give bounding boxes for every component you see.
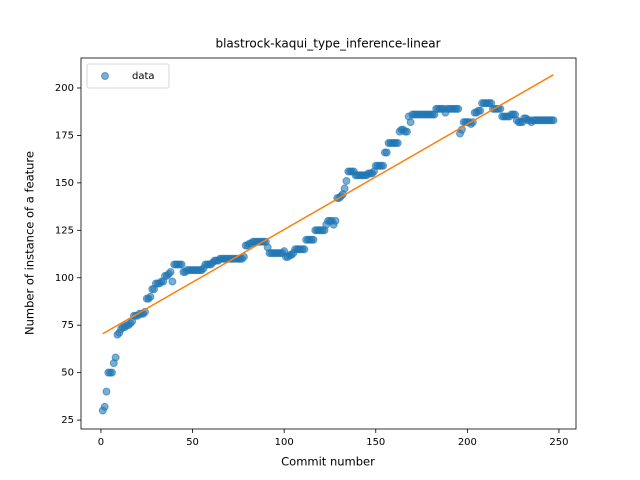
x-axis-label: Commit number [281, 455, 375, 469]
x-tick-label: 150 [366, 437, 385, 448]
data-point [549, 116, 558, 125]
legend-box [86, 63, 170, 89]
data-point [168, 277, 177, 286]
y-tick-label: 125 [55, 225, 74, 236]
data-point [402, 127, 411, 136]
data-point [177, 260, 186, 269]
data-point [331, 216, 340, 225]
plot-frame [80, 57, 577, 430]
data-point [102, 387, 111, 396]
data-point [309, 235, 318, 244]
data-point [406, 118, 415, 127]
x-tick-label: 200 [458, 437, 477, 448]
data-point [393, 139, 402, 148]
data-point [166, 268, 175, 277]
data-point [111, 353, 120, 362]
legend-label: data [132, 71, 155, 82]
y-tick-label: 75 [61, 320, 74, 331]
data-point [454, 104, 463, 113]
y-tick-label: 100 [55, 273, 74, 284]
fit-line [102, 74, 554, 335]
data-point [340, 184, 349, 193]
y-axis-label: Number of instance of a feature [23, 151, 37, 335]
legend-marker [101, 72, 109, 80]
data-point [476, 106, 485, 115]
y-tick-label: 200 [55, 83, 74, 94]
x-tick-label: 100 [275, 437, 294, 448]
chart-title: blastrock-kaqui_type_inference-linear [215, 37, 440, 51]
data-point [146, 292, 155, 301]
data-point [379, 161, 388, 170]
y-tick-label: 150 [55, 178, 74, 189]
data-point [382, 148, 391, 157]
data-point [100, 402, 109, 411]
x-tick-label: 250 [549, 437, 568, 448]
y-tick-label: 50 [61, 368, 74, 379]
x-tick-label: 50 [186, 437, 199, 448]
y-tick-label: 175 [55, 130, 74, 141]
data-point [300, 245, 309, 254]
data-point [342, 176, 351, 185]
x-tick-label: 0 [98, 437, 104, 448]
y-tick-label: 25 [61, 415, 74, 426]
data-point [107, 368, 116, 377]
scatter-series [98, 99, 558, 415]
